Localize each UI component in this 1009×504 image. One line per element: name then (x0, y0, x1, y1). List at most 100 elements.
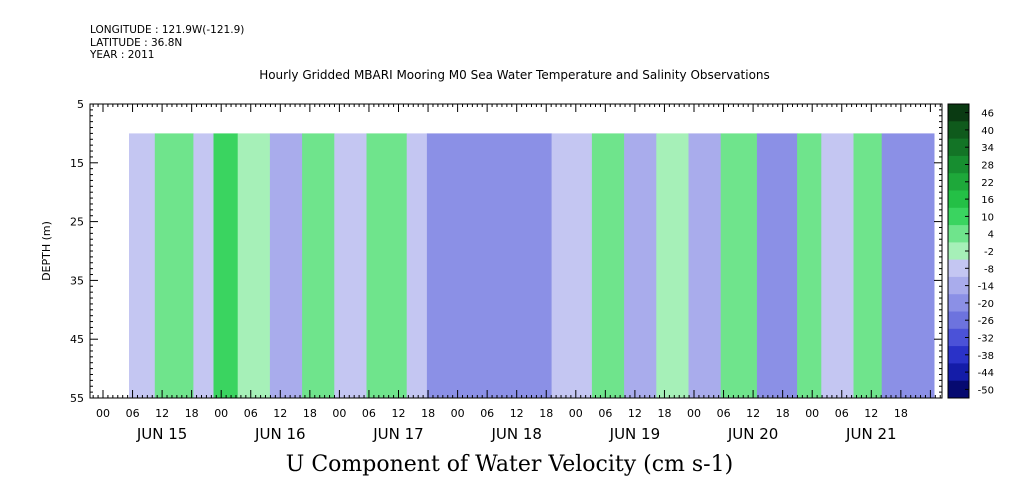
x-hour-label: 06 (126, 407, 140, 420)
heatmap-band-7 (334, 133, 367, 398)
x-hour-label: 18 (421, 407, 435, 420)
x-hour-label: 12 (392, 407, 406, 420)
x-hour-label: 12 (155, 407, 169, 420)
heatmap-band-14 (656, 133, 689, 398)
x-hour-label: 12 (746, 407, 760, 420)
heatmap-band-18 (797, 133, 822, 398)
heatmap-band-17 (756, 133, 798, 398)
heatmap-band-3 (213, 133, 239, 398)
x-day-label: JUN 18 (490, 425, 541, 443)
colorbar-swatch (948, 242, 969, 261)
x-hour-label: 00 (451, 407, 465, 420)
heatmap-band-10 (426, 133, 553, 398)
latitude-label: LATITUDE : 36.8N (90, 36, 183, 49)
x-hour-label: 18 (776, 407, 790, 420)
heatmap-band-2 (193, 133, 214, 398)
x-hour-label: 06 (480, 407, 494, 420)
x-hour-label: 12 (864, 407, 878, 420)
colorbar-label: 28 (981, 161, 994, 172)
x-hour-label: 18 (185, 407, 199, 420)
colorbar-swatch (948, 294, 969, 312)
heatmap-band-13 (624, 133, 657, 398)
heatmap-band-1 (154, 133, 194, 398)
x-day-label: JUN 19 (609, 425, 660, 443)
colorbar-swatch (948, 121, 969, 139)
x-hour-label: 00 (687, 407, 701, 420)
heatmap-band-9 (406, 133, 428, 398)
chart-title: Hourly Gridded MBARI Mooring M0 Sea Wate… (259, 68, 770, 82)
y-tick-label: 25 (70, 216, 84, 229)
colorbar-label: -38 (978, 351, 994, 362)
colorbar-swatch (948, 259, 969, 278)
heatmap-band-5 (269, 133, 303, 398)
colorbar-label: -2 (984, 247, 994, 258)
x-hour-label: 00 (332, 407, 346, 420)
x-day-label: JUN 16 (254, 425, 305, 443)
heatmap-band-4 (237, 133, 271, 398)
x-hour-label: 06 (362, 407, 376, 420)
colorbar-swatch (948, 138, 969, 157)
x-day-label: JUN 21 (845, 425, 896, 443)
heatmap-band-16 (720, 133, 758, 398)
x-hour-label: 00 (214, 407, 228, 420)
x-hour-label: 18 (303, 407, 317, 420)
heatmap-band-19 (821, 133, 854, 398)
colorbar-swatch (948, 104, 969, 122)
x-hour-label: 12 (628, 407, 642, 420)
x-hour-label: 12 (273, 407, 287, 420)
x-hour-label: 00 (805, 407, 819, 420)
mooring-metadata: LONGITUDE : 121.9W(-121.9) LATITUDE : 36… (90, 24, 244, 62)
colorbar-swatch (948, 346, 969, 364)
colorbar-swatch (948, 380, 969, 399)
colorbar-label: 4 (988, 230, 994, 241)
heatmap-band-12 (591, 133, 625, 398)
x-hour-label: 00 (96, 407, 110, 420)
longitude-label: LONGITUDE : 121.9W(-121.9) (90, 24, 245, 36)
colorbar-label: 16 (981, 195, 994, 206)
colorbar-label: -44 (978, 368, 994, 379)
colorbar-label: 40 (981, 126, 994, 137)
x-hour-label: 12 (510, 407, 524, 420)
x-day-label: JUN 20 (727, 425, 778, 443)
colorbar-label: -8 (984, 264, 994, 275)
x-hour-label: 06 (244, 407, 258, 420)
x-hour-label: 00 (569, 407, 583, 420)
colorbar-label: -50 (978, 385, 994, 396)
colorbar-swatch (948, 311, 969, 330)
y-tick-label: 45 (70, 333, 84, 346)
colorbar-label: 34 (981, 143, 994, 154)
heatmap-band-11 (551, 133, 593, 398)
colorbar-swatch (948, 155, 969, 174)
year-label: YEAR : 2011 (90, 49, 155, 61)
x-hour-label: 18 (894, 407, 908, 420)
y-tick-label: 55 (70, 392, 84, 405)
y-axis-label: DEPTH (m) (40, 221, 53, 281)
x-hour-label: 18 (658, 407, 672, 420)
heatmap-band-15 (688, 133, 722, 398)
y-tick-label: 35 (70, 274, 84, 287)
x-day-label: JUN 17 (372, 425, 423, 443)
colorbar-swatch (948, 207, 969, 226)
colorbar-label: -20 (978, 299, 994, 310)
heatmap-band-21 (881, 133, 935, 398)
colorbar-swatch (948, 173, 969, 191)
colorbar-swatch (948, 276, 969, 295)
heatmap-band-8 (366, 133, 408, 398)
heatmap-band-0 (129, 133, 156, 398)
colorbar-label: 46 (981, 109, 994, 120)
x-hour-label: 18 (539, 407, 553, 420)
x-hour-label: 06 (598, 407, 612, 420)
y-tick-label: 15 (70, 157, 84, 170)
colorbar-swatch (948, 190, 969, 209)
chart-caption: U Component of Water Velocity (cm s-1) (285, 452, 734, 477)
colorbar-label: 22 (981, 178, 994, 189)
heatmap-band-20 (853, 133, 883, 398)
x-day-label: JUN 15 (136, 425, 187, 443)
colorbar-swatch (948, 225, 969, 243)
x-hour-label: 06 (717, 407, 731, 420)
colorbar-label: 10 (981, 212, 994, 223)
colorbar-swatch (948, 328, 969, 347)
colorbar-label: -14 (978, 282, 994, 293)
x-hour-label: 06 (835, 407, 849, 420)
